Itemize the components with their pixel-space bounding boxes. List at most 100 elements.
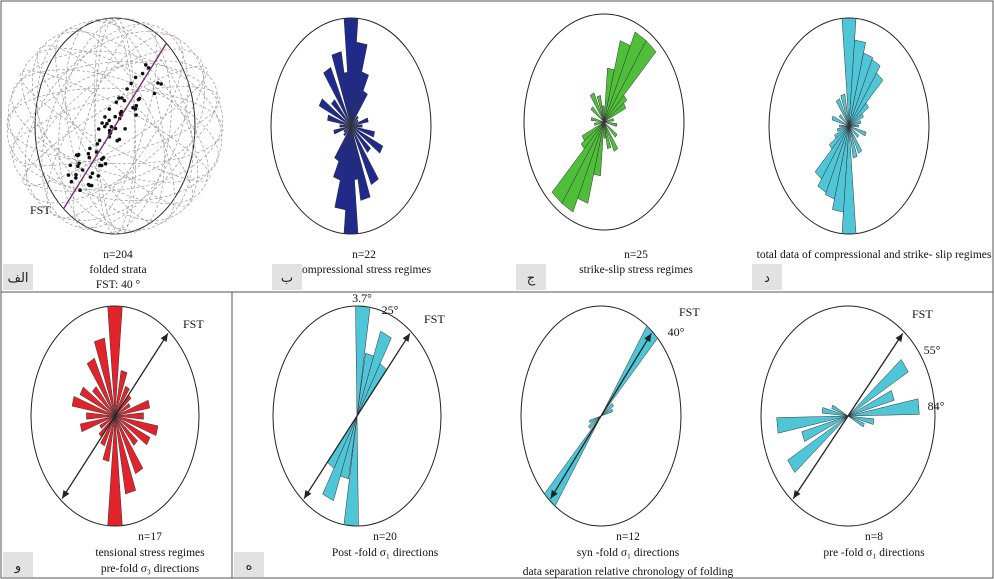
petal	[114, 415, 159, 436]
caption-c-line2: strike-slip stress regimes	[579, 264, 693, 276]
pole-point	[68, 163, 73, 168]
petal	[343, 415, 359, 527]
caption-g-line2: syn -fold σ₁ directions	[577, 547, 680, 559]
great-circle	[19, 70, 211, 182]
pole-point	[96, 174, 101, 178]
fst-arrow-line-h	[792, 333, 904, 499]
petal	[787, 415, 849, 474]
petal	[847, 390, 895, 417]
rose-panel-a: FST	[6, 17, 224, 235]
petal	[350, 90, 368, 127]
great-circle	[7, 50, 223, 202]
petal	[821, 407, 849, 417]
petal	[114, 370, 128, 417]
petal	[318, 98, 352, 127]
tag-c-text: ج	[527, 271, 536, 286]
petal	[600, 408, 613, 417]
pole-point	[136, 97, 141, 102]
fst-arrow-line-g	[550, 333, 652, 499]
petal	[80, 415, 116, 433]
rose-circle-h	[760, 305, 936, 527]
rose-circle-e	[30, 305, 200, 527]
pole-point	[134, 103, 139, 108]
petal	[92, 386, 116, 417]
caption-g-line1: n=12	[616, 531, 640, 543]
fst-arrowhead-h	[895, 333, 903, 343]
rose-panel-f: FST 3.7° 25°	[272, 291, 445, 527]
pole-point	[88, 175, 93, 179]
fst-label-h: FST	[912, 307, 933, 321]
petal	[836, 125, 850, 132]
petal	[603, 121, 619, 152]
rose-panel-g: FST 40°	[520, 305, 700, 527]
tag-a: الف	[3, 264, 33, 290]
tag-section: ه	[234, 552, 264, 577]
pole-point	[122, 98, 127, 103]
angle-label-h: 84°	[928, 399, 945, 413]
petal	[600, 402, 614, 417]
great-circle	[6, 87, 224, 165]
petal	[589, 415, 602, 424]
rose-panel-d	[768, 17, 930, 235]
rose-circle-d	[768, 17, 930, 235]
petal	[601, 105, 605, 123]
petal	[343, 125, 352, 133]
pole-point	[69, 179, 74, 184]
petal	[339, 124, 352, 128]
fst-arrowhead-f	[402, 333, 410, 343]
petal	[831, 115, 850, 127]
petal	[340, 71, 352, 127]
petal	[350, 125, 371, 153]
great-circle	[55, 27, 175, 225]
petal	[86, 412, 116, 420]
pole-point	[156, 81, 160, 85]
fst-arrowhead-f	[304, 489, 312, 499]
fst-trace-a	[62, 42, 168, 210]
petal	[581, 121, 605, 142]
fst-label-f: FST	[424, 312, 445, 326]
petal	[848, 113, 864, 127]
pole-point	[100, 157, 104, 161]
rose-panel-b	[270, 17, 432, 235]
pole-point	[120, 96, 124, 100]
great-circle	[36, 21, 194, 231]
petal	[801, 415, 849, 442]
petal	[848, 124, 859, 128]
pole-point	[103, 124, 107, 129]
pole-point	[74, 176, 78, 180]
pole-point	[114, 100, 119, 104]
tag-d: د	[752, 264, 782, 290]
pole-point	[133, 75, 138, 80]
caption-d-line1: total data of compressional and strike- …	[757, 249, 992, 261]
petal	[848, 125, 863, 154]
petal	[114, 385, 130, 417]
great-circle	[24, 31, 206, 221]
petal	[848, 120, 862, 127]
rose-circle-g	[520, 305, 682, 527]
petal	[838, 114, 850, 127]
great-circle	[6, 61, 224, 191]
petal	[848, 125, 867, 137]
great-circle	[58, 18, 172, 234]
petal	[776, 415, 849, 434]
section-caption: data separation relative chronology of f…	[523, 566, 734, 578]
pole-point	[90, 171, 95, 175]
petal	[847, 415, 865, 428]
fst-arrow-line-f	[303, 333, 411, 499]
great-circle	[93, 17, 137, 235]
tag-section-text: ه	[246, 559, 253, 574]
rose-circle-b	[270, 17, 432, 235]
petal	[847, 415, 875, 425]
pole-point	[88, 146, 92, 151]
great-circle	[36, 45, 194, 207]
petal	[114, 415, 151, 446]
petal	[603, 40, 657, 123]
petal	[99, 415, 116, 430]
pole-point	[146, 66, 151, 70]
great-circle	[31, 31, 199, 221]
petal	[588, 415, 602, 430]
pole-point	[119, 109, 124, 114]
pole-point	[134, 113, 138, 117]
